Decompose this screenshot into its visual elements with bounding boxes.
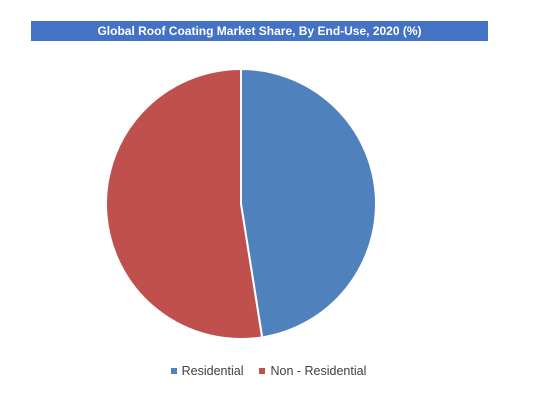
legend-swatch-residential xyxy=(170,368,177,374)
chart-legend: Residential Non - Residential xyxy=(0,362,537,380)
legend-label-residential: Residential xyxy=(181,364,244,378)
legend-swatch-non-residential xyxy=(259,368,266,374)
pie-slice-residential xyxy=(240,67,377,339)
legend-item-residential: Residential xyxy=(170,364,244,378)
pie-slice-non-residential xyxy=(105,67,264,340)
chart-title: Global Roof Coating Market Share, By End… xyxy=(31,21,488,41)
legend-label-non-residential: Non - Residential xyxy=(270,364,367,378)
legend-item-non-residential: Non - Residential xyxy=(259,364,366,378)
